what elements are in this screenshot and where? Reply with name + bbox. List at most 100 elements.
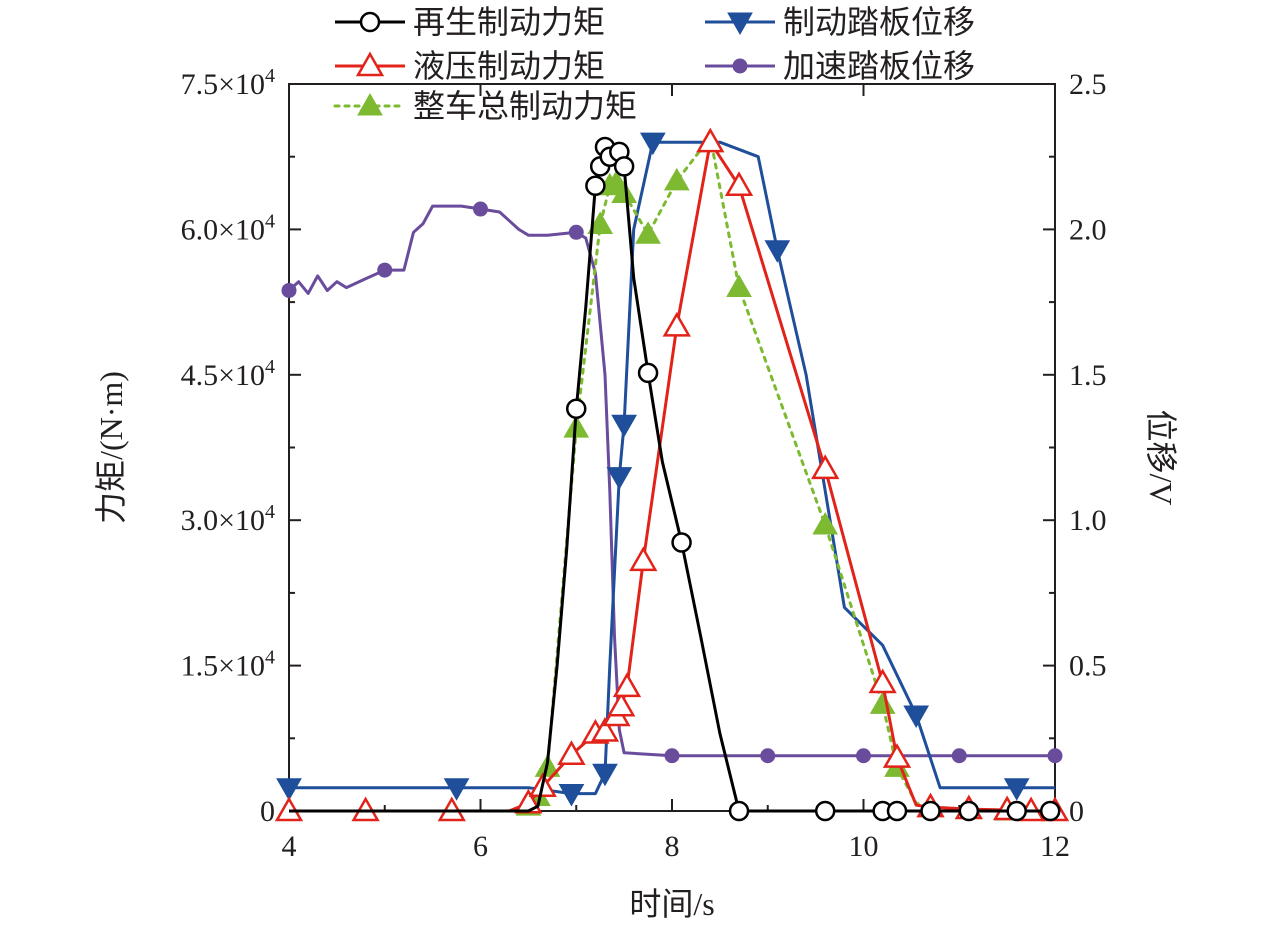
series-5 [281, 201, 1063, 764]
plot-area: 4 6 8 10 12 0 1.5×104 3.0×104 4.5×104 6.0×104 7.5… [181, 65, 1107, 863]
data-point [590, 716, 620, 742]
data-point [811, 454, 840, 480]
data-point [1003, 778, 1030, 801]
data-point [812, 512, 839, 535]
legend-swatch-marker [359, 11, 381, 33]
legend-item: 制动踏板位移 [705, 4, 975, 40]
right-y-tick-label: 2.5 [1069, 68, 1107, 101]
data-point [281, 282, 297, 298]
series-1 [289, 136, 1061, 822]
data-point [611, 180, 637, 204]
data-point [856, 748, 871, 764]
series-2 [274, 127, 1070, 822]
data-point [920, 800, 941, 822]
left-y-tick-label: 1.5×104 [181, 647, 275, 683]
series-line [289, 145, 1055, 813]
left-y-tick-label: 6.0×104 [181, 210, 275, 246]
right-y-tick-label: 1.0 [1069, 504, 1107, 537]
right-y-tick-label: 1.5 [1069, 359, 1107, 392]
data-point [1047, 748, 1063, 764]
legend-label: 液压制动力矩 [413, 48, 605, 84]
x-tick-label: 10 [849, 830, 879, 863]
data-point [566, 398, 587, 419]
series-4 [276, 132, 1055, 807]
left-y-axis: 0 1.5×104 3.0×104 4.5×104 6.0×104 7.5×104 [181, 65, 301, 828]
data-point [882, 743, 912, 768]
data-point [585, 175, 606, 197]
left-y-axis-title: 力矩/(N·m) [93, 371, 129, 524]
data-point [592, 763, 618, 787]
data-point [671, 532, 692, 553]
legend-label: 制动踏板位移 [783, 4, 975, 40]
data-point [613, 156, 635, 177]
x-tick-label: 12 [1040, 830, 1070, 863]
data-point [629, 546, 658, 572]
data-point [1039, 800, 1061, 822]
plot-frame [288, 83, 1056, 812]
data-point [607, 691, 636, 717]
left-y-tick-label: 3.0×104 [181, 501, 275, 537]
series-line [289, 140, 1055, 813]
left-y-tick-label: 7.5×104 [181, 65, 275, 101]
data-point [443, 778, 470, 801]
data-point [696, 127, 725, 153]
data-point [728, 800, 750, 822]
legend-item: 液压制动力矩 [335, 48, 605, 84]
data-point [663, 167, 690, 191]
data-point [639, 132, 666, 156]
data-point [724, 171, 754, 197]
data-point [886, 800, 908, 822]
x-tick-label: 8 [665, 830, 680, 863]
data-point [606, 467, 633, 490]
series-layer [274, 127, 1070, 822]
data-point [377, 262, 393, 278]
legend-item: 整车总制动力矩 [333, 88, 637, 124]
left-y-tick-label: 0 [260, 795, 275, 828]
x-axis-title: 时间/s [629, 886, 714, 922]
data-point [276, 778, 302, 801]
x-tick-label: 4 [282, 830, 297, 863]
data-point [568, 224, 584, 240]
data-point [951, 748, 967, 764]
data-point [558, 784, 585, 807]
data-point [903, 705, 930, 729]
series-3 [276, 135, 1068, 821]
series-line [287, 135, 1057, 813]
legend-item: 再生制动力矩 [335, 4, 605, 40]
data-point [868, 668, 897, 694]
legend-label: 加速踏板位移 [783, 48, 975, 84]
data-point [662, 311, 691, 337]
data-point [557, 740, 586, 766]
left-y-tick-label: 4.5×104 [181, 356, 275, 392]
data-point [637, 362, 659, 384]
data-point [635, 221, 661, 244]
right-y-tick-label: 0.5 [1069, 650, 1107, 683]
data-point [958, 800, 980, 822]
legend-swatch-marker [357, 92, 383, 116]
data-point [664, 748, 680, 764]
legend-label: 再生制动力矩 [413, 4, 605, 40]
series-line [287, 204, 1055, 758]
right-y-tick-label: 2.0 [1069, 213, 1107, 246]
data-point [611, 414, 637, 438]
data-point [869, 691, 896, 714]
right-y-tick-label: 0 [1069, 795, 1084, 828]
legend-swatch-marker [732, 58, 748, 74]
data-point [764, 240, 791, 263]
data-point [760, 748, 776, 764]
data-point [612, 672, 642, 698]
data-point [1006, 800, 1027, 822]
legend-swatch-marker [727, 12, 753, 36]
x-axis: 4 6 8 10 12 [282, 84, 1070, 863]
legend-item: 加速踏板位移 [705, 48, 975, 84]
right-y-axis-title: 位移/V [1143, 409, 1179, 505]
right-y-axis: 0 0.5 1.0 1.5 2.0 2.5 [1043, 68, 1107, 828]
legend-swatch-marker [355, 51, 385, 77]
x-tick-label: 6 [473, 830, 488, 863]
data-point [473, 201, 488, 217]
data-point [814, 800, 836, 822]
legend-label: 整车总制动力矩 [413, 88, 637, 124]
data-point [726, 274, 752, 298]
